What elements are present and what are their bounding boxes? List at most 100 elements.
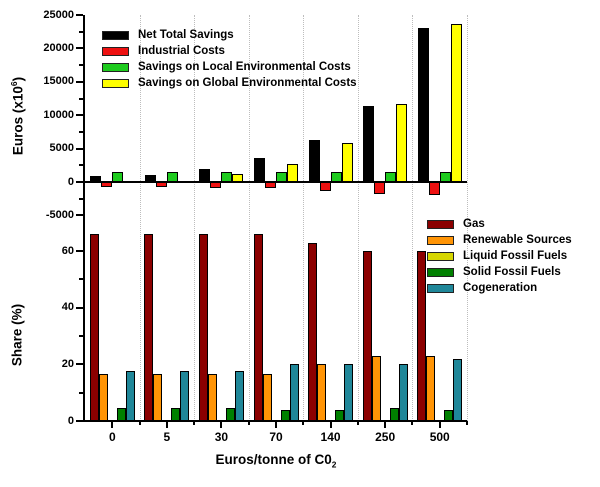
y-minor-tick bbox=[79, 391, 83, 394]
x-tick-label: 0 bbox=[108, 430, 116, 444]
x-minor-tick bbox=[356, 421, 359, 425]
legend-label-renewable-sources: Renewable Sources bbox=[463, 234, 572, 246]
bar-cogeneration bbox=[344, 364, 354, 421]
y-minor-tick bbox=[79, 278, 83, 281]
legend-label-solid-fossil-fuels: Solid Fossil Fuels bbox=[463, 266, 561, 278]
gridline bbox=[303, 15, 305, 421]
bar-cogeneration bbox=[453, 358, 463, 421]
x-tick-label: 500 bbox=[429, 430, 450, 444]
bar-net-total-savings bbox=[308, 139, 320, 182]
legend-swatch-savings-on-local-environmental-costs bbox=[102, 62, 129, 72]
bar-renewable-sources bbox=[371, 355, 381, 421]
y-minor-tick bbox=[79, 64, 83, 67]
legend-item-savings-on-global-environmental-costs: Savings on Global Environmental Costs bbox=[102, 75, 357, 91]
y-tick-label: 10000 bbox=[43, 108, 74, 121]
bar-net-total-savings bbox=[417, 28, 429, 182]
y-minor-tick bbox=[79, 30, 83, 33]
bar-gas bbox=[362, 251, 372, 421]
x-axis-title-sub: 2 bbox=[331, 459, 337, 470]
legend-swatch-solid-fossil-fuels bbox=[427, 267, 454, 277]
bar-renewable-sources bbox=[317, 364, 327, 421]
legend-item-renewable-sources: Renewable Sources bbox=[427, 232, 572, 248]
y-major-tick bbox=[76, 147, 83, 150]
bar-renewable-sources bbox=[262, 374, 272, 421]
legend-swatch-savings-on-global-environmental-costs bbox=[102, 78, 129, 88]
x-minor-tick bbox=[193, 421, 196, 425]
top-y-axis-title: Euros (x106) bbox=[9, 77, 26, 155]
gridline bbox=[139, 15, 141, 421]
legend-item-savings-on-local-environmental-costs: Savings on Local Environmental Costs bbox=[102, 59, 357, 75]
y-major-tick bbox=[76, 363, 83, 366]
bar-net-total-savings bbox=[254, 157, 265, 182]
legend-item-cogeneration: Cogeneration bbox=[427, 280, 572, 296]
x-tick-label: 70 bbox=[269, 430, 283, 444]
y-major-tick bbox=[76, 114, 83, 117]
gridline bbox=[412, 15, 414, 421]
y-tick-label: 0 bbox=[67, 175, 74, 188]
y-minor-tick bbox=[79, 97, 83, 100]
y-major-tick bbox=[76, 306, 83, 309]
y-major-tick bbox=[76, 47, 83, 50]
bar-cogeneration bbox=[398, 364, 408, 421]
bottom-y-axis-title: Share (%) bbox=[10, 304, 25, 366]
x-tick-label: 30 bbox=[214, 430, 229, 444]
y-tick-label: 20000 bbox=[43, 41, 74, 54]
y-minor-tick bbox=[79, 335, 83, 337]
legend-label-net-total-savings: Net Total Savings bbox=[138, 29, 234, 41]
x-tick-label: 140 bbox=[320, 430, 341, 444]
x-tick-label: 250 bbox=[375, 430, 396, 444]
bar-renewable-sources bbox=[426, 355, 436, 421]
top-y-axis-title-suffix: ) bbox=[10, 76, 26, 82]
y-tick-label: 15000 bbox=[43, 75, 74, 88]
bar-industrial-costs bbox=[319, 182, 331, 191]
y-major-tick bbox=[76, 214, 83, 217]
y-tick-label: 5000 bbox=[49, 142, 74, 155]
legend-item-solid-fossil-fuels: Solid Fossil Fuels bbox=[427, 264, 572, 280]
legend-label-liquid-fossil-fuels: Liquid Fossil Fuels bbox=[463, 250, 568, 262]
x-minor-tick bbox=[411, 421, 414, 425]
y-tick-label: 25000 bbox=[43, 8, 74, 21]
bottom-y-axis-title-text: Share (%) bbox=[9, 303, 25, 367]
y-major-tick bbox=[76, 80, 83, 83]
x-major-tick bbox=[165, 421, 168, 428]
top-y-axis-title-text: Euros (x10 bbox=[10, 86, 26, 156]
x-major-tick bbox=[220, 421, 223, 428]
legend-label-savings-on-global-environmental-costs: Savings on Global Environmental Costs bbox=[138, 77, 357, 89]
bar-gas bbox=[417, 251, 427, 421]
x-major-tick bbox=[275, 421, 277, 428]
gridline bbox=[357, 15, 359, 421]
top-y-axis-title-sup: 6 bbox=[8, 81, 19, 87]
legend-swatch-gas bbox=[427, 219, 454, 229]
y-major-tick bbox=[76, 420, 83, 422]
bottom-x-axis-line bbox=[83, 419, 467, 423]
legend-label-cogeneration: Cogeneration bbox=[463, 282, 538, 294]
legend-swatch-cogeneration bbox=[427, 283, 454, 293]
legend-label-industrial-costs: Industrial Costs bbox=[138, 45, 225, 57]
bar-savings-on-global-environmental-costs bbox=[287, 163, 298, 182]
bar-gas bbox=[89, 234, 99, 421]
top-legend: Net Total Savings Industrial Costs Savings… bbox=[102, 27, 357, 91]
bar-renewable-sources bbox=[207, 374, 217, 421]
legend-item-net-total-savings: Net Total Savings bbox=[102, 27, 357, 43]
y-minor-tick bbox=[79, 197, 83, 200]
y-major-tick bbox=[76, 14, 83, 16]
bar-gas bbox=[308, 242, 318, 421]
legend-swatch-renewable-sources bbox=[427, 235, 454, 245]
bar-renewable-sources bbox=[98, 374, 108, 421]
y-tick-label: 20 bbox=[61, 357, 74, 370]
legend-item-gas: Gas bbox=[427, 216, 572, 232]
bar-industrial-costs bbox=[374, 182, 386, 195]
y-minor-tick bbox=[79, 130, 83, 133]
x-major-tick bbox=[329, 421, 332, 428]
x-axis-title-text: Euros/tonne of C0 bbox=[215, 452, 332, 467]
bar-industrial-costs bbox=[428, 182, 440, 195]
x-minor-tick bbox=[466, 421, 468, 425]
y-major-tick bbox=[76, 181, 83, 183]
bar-cogeneration bbox=[234, 371, 244, 421]
x-minor-tick bbox=[302, 421, 305, 425]
bar-savings-on-global-environmental-costs bbox=[396, 103, 408, 182]
y-tick-label: -5000 bbox=[45, 208, 74, 221]
bar-gas bbox=[144, 234, 154, 421]
bar-renewable-sources bbox=[153, 374, 163, 421]
